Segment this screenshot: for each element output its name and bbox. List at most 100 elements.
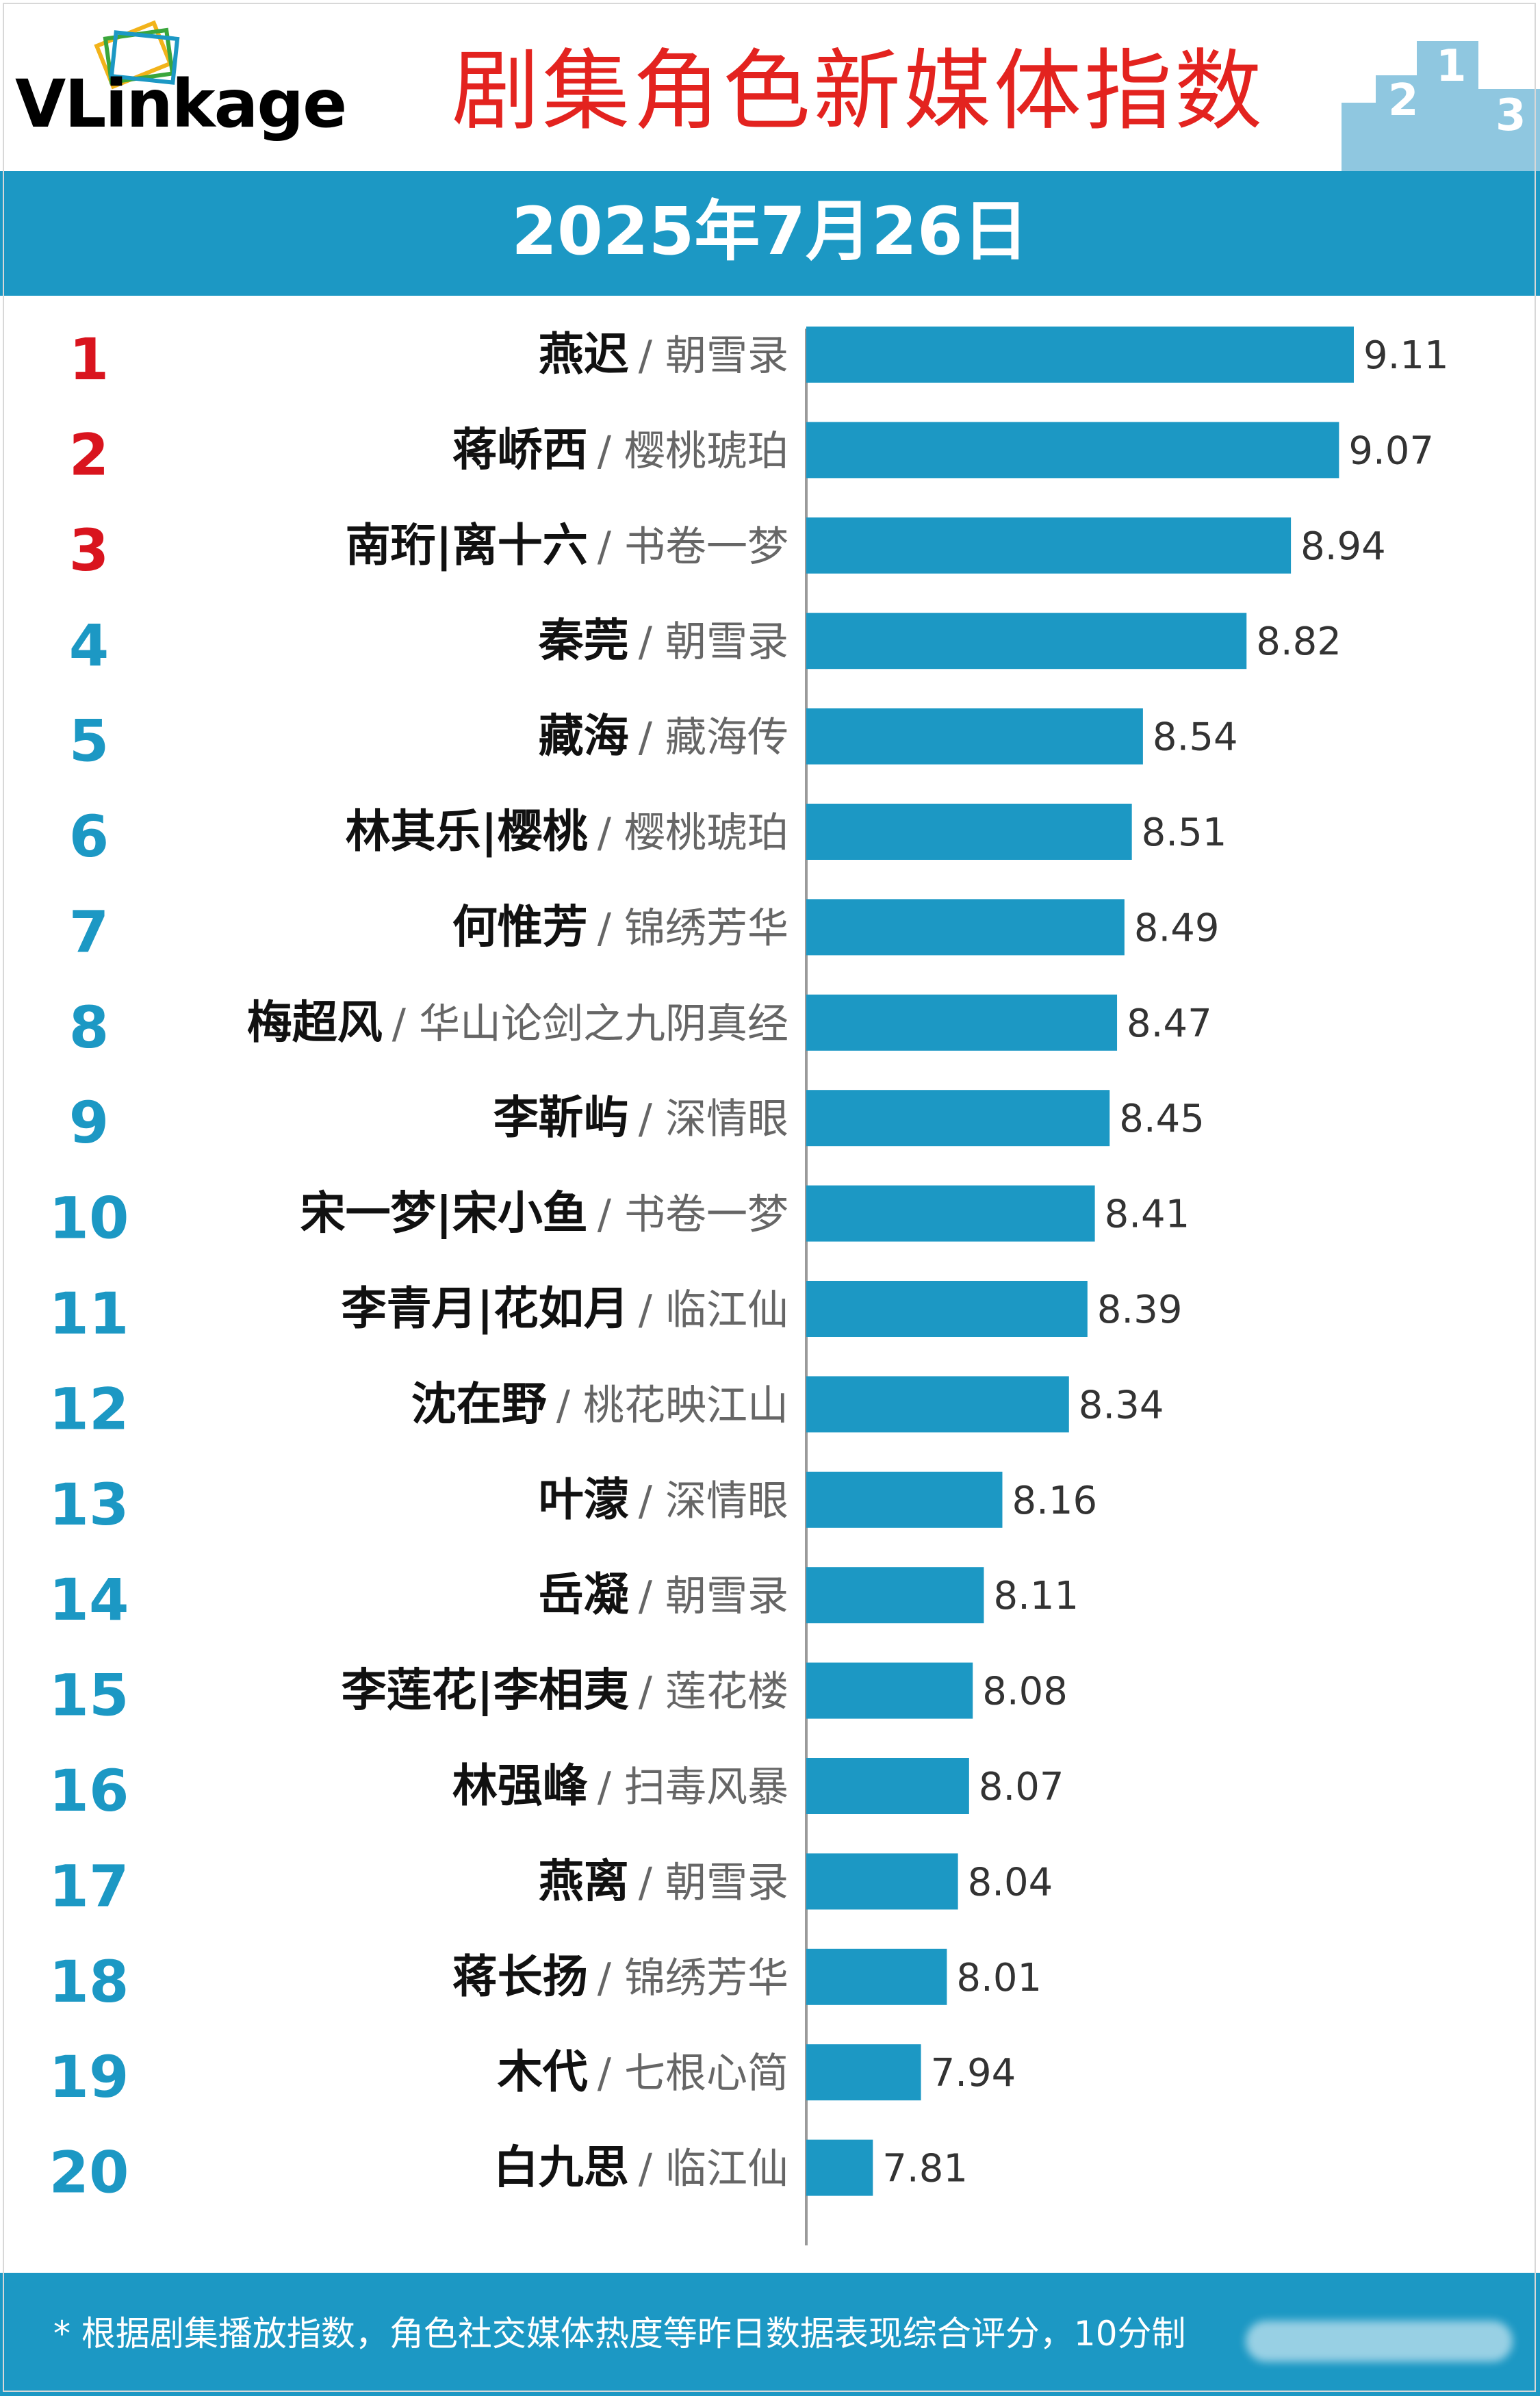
chart-bar [806, 613, 1247, 670]
rank-number: 6 [69, 803, 109, 870]
category-label: 蒋长扬 / 锦绣芳华 [452, 1950, 788, 2003]
rank-number: 20 [49, 2139, 129, 2206]
category-label: 林其乐|樱桃 / 樱桃琥珀 [346, 805, 788, 858]
podium-icon: 2 1 3 [1342, 41, 1540, 171]
chart-row: 8.94 3 南珩|离十六 / 书卷一梦 [69, 517, 1386, 584]
drama-name: 深情眼 [665, 1477, 788, 1525]
category-label: 木代 / 七根心简 [498, 2045, 788, 2098]
rank-number: 19 [49, 2043, 129, 2111]
label-separator: / [598, 427, 624, 475]
label-separator: / [598, 809, 624, 857]
role-name: 秦莞 [538, 614, 629, 667]
role-name: 林其乐|樱桃 [346, 805, 588, 858]
role-name: 岳凝 [539, 1568, 629, 1621]
category-label: 何惟芳 / 锦绣芳华 [452, 900, 788, 953]
label-separator: / [639, 618, 665, 666]
role-name: 蒋长扬 [452, 1950, 588, 2003]
role-name: 叶濛 [539, 1473, 629, 1526]
drama-name: 莲花楼 [665, 1668, 788, 1716]
drama-name: 樱桃琥珀 [624, 809, 788, 857]
role-name: 白九思 [493, 2141, 629, 2194]
chart-value-label: 7.94 [931, 2051, 1016, 2095]
chart-row: 8.54 5 藏海 / 藏海传 [69, 708, 1238, 775]
chart-row: 8.39 11 李青月|花如月 / 临江仙 [49, 1280, 1183, 1347]
chart-value-label: 8.41 [1105, 1193, 1190, 1237]
rank-number: 12 [49, 1375, 129, 1442]
category-label: 宋一梦|宋小鱼 / 书卷一梦 [300, 1187, 788, 1240]
category-label: 白九思 / 临江仙 [493, 2141, 788, 2194]
label-separator: / [392, 1000, 419, 1048]
role-name: 梅超风 [247, 996, 383, 1049]
role-name: 林强峰 [452, 1759, 588, 1812]
drama-name: 深情眼 [665, 1095, 788, 1143]
chart-bar [806, 994, 1118, 1051]
chart-row: 8.45 9 李靳屿 / 深情眼 [69, 1089, 1205, 1156]
rank-number: 2 [69, 421, 109, 488]
rank-number: 11 [49, 1280, 129, 1347]
rank-number: 1 [69, 326, 109, 393]
label-separator: / [556, 1381, 583, 1429]
category-label: 燕迟 / 朝雪录 [539, 328, 788, 381]
drama-name: 七根心简 [624, 2050, 788, 2098]
drama-name: 扫毒风暴 [624, 1763, 788, 1811]
rank-number: 5 [69, 708, 109, 775]
role-name: 燕迟 [539, 328, 629, 381]
role-name: 李青月|花如月 [342, 1282, 629, 1336]
chart-bar [806, 2044, 921, 2101]
chart-bar [806, 804, 1132, 860]
category-label: 秦莞 / 朝雪录 [538, 614, 788, 667]
chart-bar [806, 517, 1292, 574]
drama-name: 朝雪录 [665, 332, 788, 380]
rank-number: 7 [69, 898, 109, 965]
drama-name: 书卷一梦 [624, 523, 788, 571]
chart-value-label: 7.81 [882, 2147, 968, 2191]
label-separator: / [639, 2145, 665, 2193]
role-name: 沈在野 [411, 1377, 547, 1430]
chart-bar [806, 708, 1143, 765]
chart-row: 8.82 4 秦莞 / 朝雪录 [69, 612, 1342, 679]
label-separator: / [639, 332, 665, 380]
role-name: 李莲花|李相夷 [342, 1664, 629, 1718]
rank-number: 9 [69, 1089, 109, 1156]
drama-name: 临江仙 [665, 1286, 788, 1334]
drama-name: 锦绣芳华 [624, 1954, 788, 2002]
chart-row: 8.07 16 林强峰 / 扫毒风暴 [49, 1757, 1064, 1824]
watermark [1246, 2321, 1513, 2362]
role-name: 燕离 [539, 1855, 629, 1907]
drama-name: 桃花映江山 [583, 1381, 788, 1429]
chart-value-label: 8.54 [1153, 715, 1238, 760]
role-name: 蒋峤西 [452, 423, 588, 476]
category-label: 蒋峤西 / 樱桃琥珀 [452, 423, 788, 476]
chart-bar [806, 1471, 1003, 1528]
chart-row: 8.51 6 林其乐|樱桃 / 樱桃琥珀 [69, 803, 1227, 870]
svg-text:3: 3 [1496, 90, 1526, 141]
label-separator: / [639, 1095, 665, 1143]
chart-bar [806, 1090, 1110, 1147]
category-label: 沈在野 / 桃花映江山 [411, 1377, 788, 1430]
chart-value-label: 8.45 [1119, 1097, 1205, 1141]
role-name: 何惟芳 [452, 900, 588, 953]
label-separator: / [598, 1763, 624, 1811]
drama-name: 书卷一梦 [624, 1191, 788, 1239]
category-label: 燕离 / 朝雪录 [539, 1855, 788, 1907]
chart-row: 8.04 17 燕离 / 朝雪录 [49, 1852, 1053, 1920]
category-label: 藏海 / 藏海传 [539, 710, 788, 763]
chart-row: 9.07 2 蒋峤西 / 樱桃琥珀 [69, 421, 1434, 488]
rank-number: 10 [49, 1185, 129, 1252]
chart-value-label: 8.08 [982, 1670, 1068, 1714]
chart-row: 8.16 13 叶濛 / 深情眼 [49, 1471, 1098, 1538]
chart-value-label: 9.07 [1348, 429, 1434, 473]
chart-bar [806, 1948, 947, 2005]
chart-value-label: 8.07 [979, 1765, 1064, 1809]
label-separator: / [639, 1286, 665, 1334]
label-separator: / [598, 1191, 624, 1239]
chart-value-label: 8.01 [956, 1956, 1042, 2000]
role-name: 藏海 [539, 710, 629, 763]
chart-value-label: 8.34 [1079, 1383, 1164, 1427]
chart-row: 8.41 10 宋一梦|宋小鱼 / 书卷一梦 [49, 1185, 1190, 1252]
svg-text:1: 1 [1436, 41, 1467, 92]
page-title: 剧集角色新媒体指数 [452, 40, 1266, 142]
chart-bar [806, 1662, 973, 1719]
